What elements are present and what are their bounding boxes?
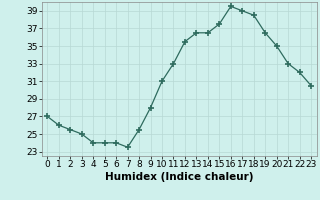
X-axis label: Humidex (Indice chaleur): Humidex (Indice chaleur) <box>105 172 253 182</box>
